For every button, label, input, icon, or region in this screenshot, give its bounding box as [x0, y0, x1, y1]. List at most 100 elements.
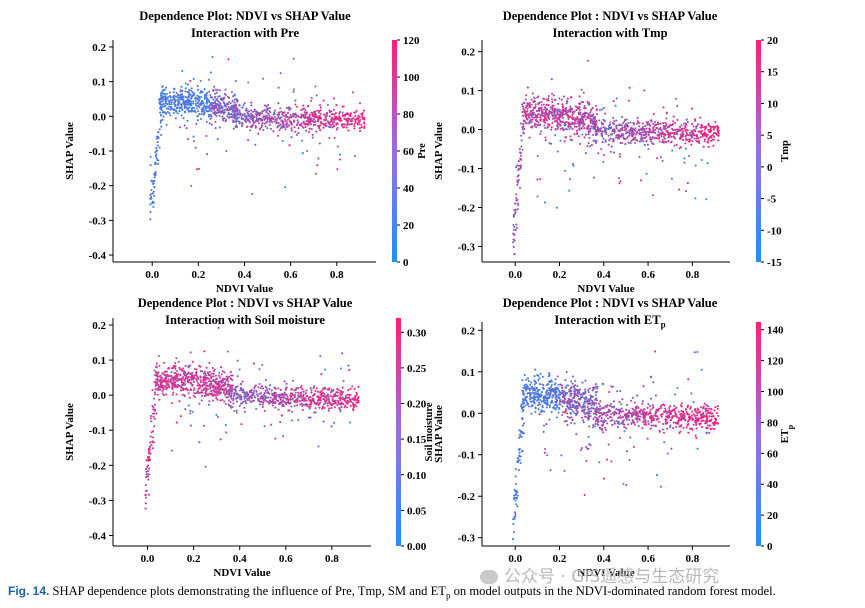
- data-point: [323, 123, 326, 127]
- data-point: [305, 389, 308, 392]
- data-point: [661, 413, 664, 416]
- data-point: [522, 422, 526, 425]
- data-point: [178, 101, 181, 104]
- data-point: [230, 397, 233, 400]
- subtitle-line: Interaction with ETp: [455, 312, 765, 334]
- data-point: [198, 441, 201, 444]
- data-point: [159, 381, 162, 384]
- x-tick-label: 0.2: [553, 553, 567, 565]
- data-point: [661, 428, 664, 431]
- data-point: [584, 391, 587, 394]
- data-point: [607, 408, 610, 411]
- data-point: [169, 108, 172, 111]
- data-point: [312, 124, 315, 127]
- data-point: [522, 402, 525, 405]
- data-point: [587, 114, 590, 117]
- data-point: [353, 399, 356, 402]
- data-point: [357, 120, 360, 123]
- data-point: [244, 118, 247, 121]
- data-point: [238, 122, 241, 125]
- data-point: [543, 117, 546, 120]
- data-point: [165, 86, 168, 89]
- data-point: [177, 102, 180, 105]
- data-point: [172, 385, 175, 388]
- data-point: [618, 136, 622, 139]
- data-point: [626, 125, 630, 128]
- data-point: [515, 197, 518, 200]
- data-point: [638, 140, 641, 143]
- data-point: [537, 408, 540, 411]
- data-point: [570, 123, 573, 126]
- data-point: [649, 404, 652, 408]
- data-point: [694, 130, 697, 133]
- data-point: [153, 179, 156, 182]
- data-point: [300, 122, 303, 125]
- data-point: [250, 109, 253, 112]
- data-point: [316, 164, 319, 167]
- data-point: [577, 392, 580, 395]
- data-point: [550, 401, 553, 404]
- data-point: [263, 425, 266, 428]
- data-point: [512, 531, 515, 534]
- colorbar: [756, 40, 761, 262]
- data-point: [581, 113, 584, 116]
- data-point: [678, 125, 682, 129]
- data-point: [186, 380, 189, 383]
- data-point: [319, 391, 322, 394]
- data-point: [187, 102, 190, 105]
- data-point: [265, 121, 268, 124]
- data-point: [161, 105, 164, 108]
- data-point: [685, 139, 688, 142]
- data-point: [210, 110, 213, 113]
- data-point: [675, 97, 678, 100]
- data-point: [277, 113, 281, 116]
- data-point: [568, 417, 571, 420]
- data-point: [175, 92, 178, 95]
- data-point: [694, 197, 697, 200]
- data-point: [193, 376, 196, 379]
- data-point: [547, 97, 550, 100]
- data-point: [694, 421, 697, 424]
- data-point: [551, 92, 554, 95]
- data-point: [537, 396, 540, 400]
- data-point: [207, 113, 211, 116]
- data-point: [517, 174, 520, 177]
- data-point: [162, 111, 165, 114]
- data-point: [297, 121, 300, 124]
- data-point: [518, 436, 521, 439]
- data-point: [353, 125, 356, 128]
- colorbar-tick-label: -15: [767, 257, 782, 269]
- data-point: [214, 110, 217, 113]
- data-point: [292, 57, 295, 60]
- data-point: [294, 99, 297, 102]
- data-point: [214, 102, 217, 105]
- data-point: [540, 104, 543, 107]
- data-point: [571, 404, 574, 407]
- data-point: [273, 386, 276, 389]
- data-point: [586, 102, 590, 105]
- data-point: [575, 409, 578, 412]
- data-point: [209, 387, 212, 390]
- data-point: [361, 112, 364, 115]
- data-point: [555, 416, 558, 419]
- data-point: [534, 103, 537, 106]
- data-point: [700, 419, 703, 422]
- data-point: [685, 426, 688, 429]
- data-point: [703, 128, 706, 131]
- data-point: [253, 108, 256, 111]
- data-point: [184, 101, 187, 104]
- data-point: [262, 399, 265, 403]
- data-point: [218, 380, 221, 383]
- data-point: [170, 449, 173, 452]
- data-point: [255, 115, 258, 119]
- data-point: [554, 109, 557, 112]
- data-point: [650, 131, 653, 134]
- data-point: [151, 192, 154, 195]
- data-point: [617, 177, 621, 180]
- data-point: [634, 129, 637, 132]
- data-point: [550, 142, 553, 145]
- data-point: [155, 412, 158, 415]
- data-point: [277, 403, 280, 406]
- data-point: [570, 380, 573, 383]
- data-point: [693, 414, 696, 417]
